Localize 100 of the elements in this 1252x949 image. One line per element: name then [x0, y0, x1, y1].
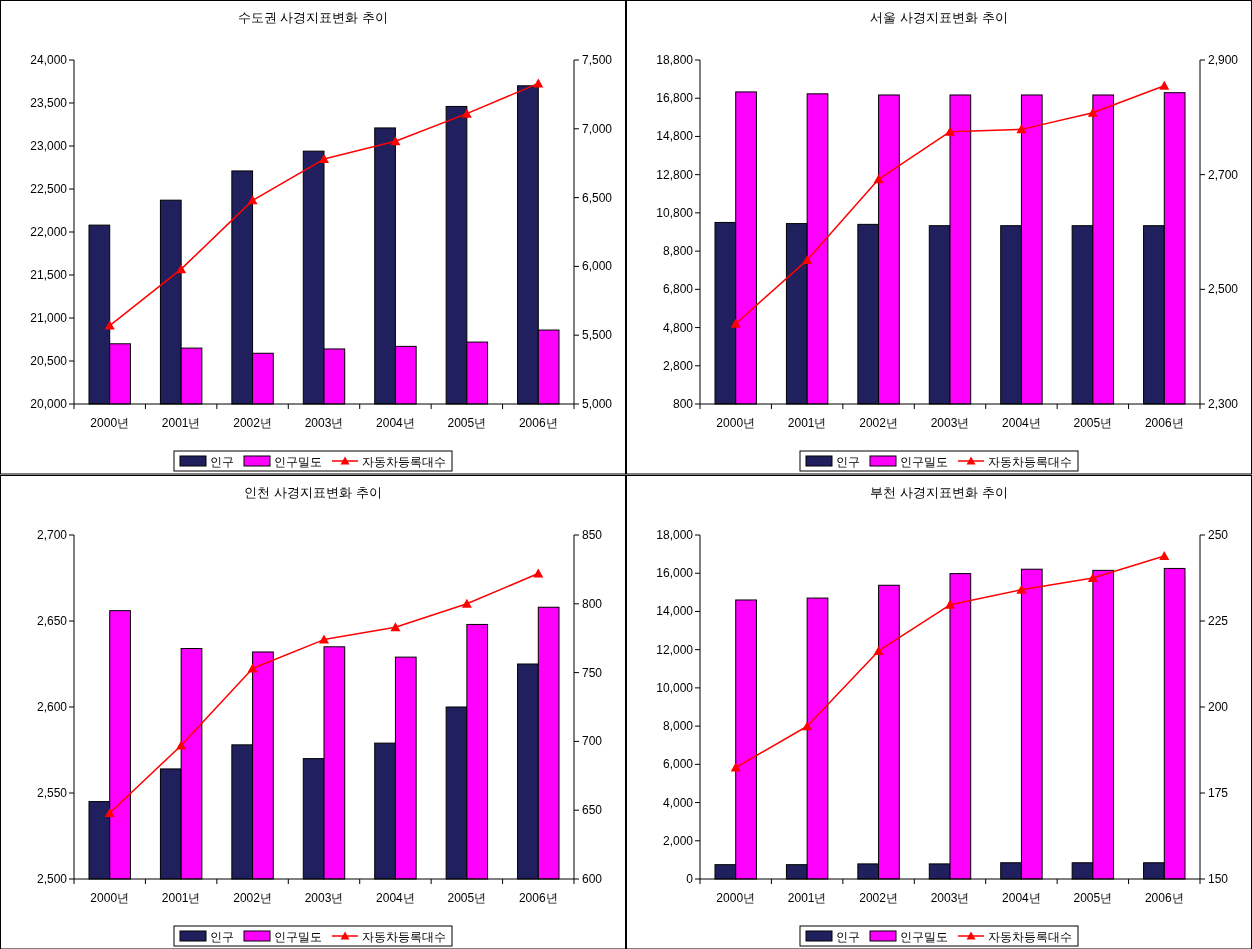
y-tick-label: 800	[672, 397, 694, 411]
legend-label: 인구	[210, 454, 234, 469]
x-tick-label: 2005년	[1073, 416, 1113, 430]
y2-tick-label: 2,300	[1208, 397, 1239, 411]
y-tick-label: 2,500	[36, 871, 68, 886]
x-tick-label: 2001년	[787, 890, 827, 905]
x-tick-label: 2005년	[1073, 890, 1113, 905]
x-tick-label: 2006년	[1144, 416, 1184, 430]
y-tick-label: 22,500	[30, 182, 68, 196]
x-tick-label: 2002년	[233, 416, 272, 430]
x-tick-label: 2001년	[787, 416, 827, 430]
y2-tick-label: 700	[582, 733, 603, 748]
legend-label: 자동차등록대수	[362, 929, 446, 943]
x-tick-label: 2006년	[518, 890, 558, 905]
y-tick-label: 23,500	[30, 96, 68, 110]
y2-tick-label: 5,500	[582, 328, 613, 343]
point	[461, 108, 472, 118]
point	[873, 174, 884, 184]
y2-tick-label: 750	[582, 665, 603, 680]
title: 부천 사경지표변화 추이	[870, 484, 1008, 500]
y-tick-label: 4,800	[662, 320, 694, 335]
x-tick-label: 2005년	[447, 416, 487, 430]
y-tick-label: 14,800	[656, 129, 694, 144]
x-tick-label: 2004년	[376, 416, 415, 430]
legend-label: 인구	[210, 929, 234, 943]
point	[802, 720, 813, 730]
y-tick-label: 8,000	[662, 718, 694, 733]
x-tick-label: 2003년	[304, 416, 344, 430]
y-tick-label: 8,800	[662, 244, 694, 259]
point	[1159, 550, 1170, 560]
y2-tick-label: 850	[582, 527, 603, 542]
point	[730, 318, 741, 328]
x-tick-label: 2004년	[1002, 416, 1041, 430]
title: 서울 사경지표변화 추이	[870, 10, 1008, 25]
y-tick-label: 0	[686, 871, 694, 886]
point	[1159, 80, 1170, 90]
point	[390, 136, 401, 146]
point	[802, 255, 813, 265]
x-tick-label: 2006년	[518, 416, 558, 430]
y-tick-label: 24,000	[30, 53, 68, 67]
x-tick-label: 2001년	[161, 890, 201, 905]
x-tick-label: 2000년	[716, 416, 756, 430]
y-tick-label: 6,000	[662, 756, 694, 771]
legend-label: 인구밀도	[274, 929, 322, 943]
y-tick-label: 6,800	[662, 282, 694, 297]
y2-tick-label: 600	[582, 871, 603, 886]
y-tick-label: 2,550	[36, 785, 68, 800]
y2-tick-label: 7,000	[582, 121, 613, 136]
point	[1016, 124, 1027, 134]
y-tick-label: 23,000	[30, 139, 68, 153]
y-tick-label: 20,500	[30, 354, 68, 368]
point	[945, 599, 955, 609]
y2-tick-label: 250	[1208, 527, 1229, 542]
y-tick-label: 16,000	[656, 565, 694, 580]
y-tick-label: 12,800	[656, 167, 694, 182]
point	[1087, 107, 1098, 117]
y-tick-label: 10,800	[656, 205, 694, 220]
x-tick-label: 2000년	[90, 416, 130, 430]
x-tick-label: 2004년	[376, 890, 415, 905]
y-tick-label: 21,000	[30, 311, 68, 325]
legend-label: 인구	[836, 929, 860, 943]
y2-tick-label: 7,500	[582, 53, 613, 67]
point	[461, 598, 472, 608]
y2-tick-label: 2,700	[1208, 167, 1239, 182]
legend-label: 인구밀도	[900, 929, 948, 943]
legend-label: 인구밀도	[900, 454, 948, 469]
y-tick-label: 14,000	[656, 603, 694, 618]
y-tick-label: 2,600	[36, 699, 68, 714]
y-tick-label: 2,650	[36, 613, 68, 628]
y-tick-label: 2,800	[662, 358, 694, 373]
y-tick-label: 18,000	[656, 527, 694, 542]
point	[730, 762, 741, 772]
y-tick-label: 2,700	[36, 527, 68, 542]
point	[176, 740, 187, 750]
y2-tick-label: 225	[1208, 613, 1229, 628]
point	[533, 78, 544, 88]
point	[247, 195, 258, 205]
x-tick-label: 2000년	[90, 890, 130, 905]
x-tick-label: 2006년	[1144, 890, 1184, 905]
legend-label: 인구	[836, 454, 860, 469]
x-tick-label: 2004년	[1002, 890, 1041, 905]
point	[104, 807, 115, 817]
y2-tick-label: 200	[1208, 699, 1229, 714]
y2-tick-label: 800	[582, 596, 603, 611]
x-tick-label: 2001년	[161, 416, 201, 430]
x-tick-label: 2002년	[233, 890, 272, 905]
point	[176, 264, 187, 274]
y-tick-label: 2,000	[662, 833, 694, 848]
y-tick-label: 18,800	[656, 53, 694, 67]
x-tick-label: 2005년	[447, 890, 487, 905]
y2-tick-label: 150	[1208, 871, 1229, 886]
point	[1016, 584, 1027, 594]
y-tick-label: 12,000	[656, 642, 694, 657]
y2-tick-label: 650	[582, 802, 603, 817]
x-tick-label: 2000년	[716, 890, 756, 905]
y-tick-label: 21,500	[30, 268, 68, 282]
y2-tick-label: 2,500	[1208, 282, 1239, 297]
legend-label: 인구밀도	[274, 454, 322, 469]
x-tick-label: 2003년	[304, 890, 344, 905]
point	[104, 320, 115, 330]
